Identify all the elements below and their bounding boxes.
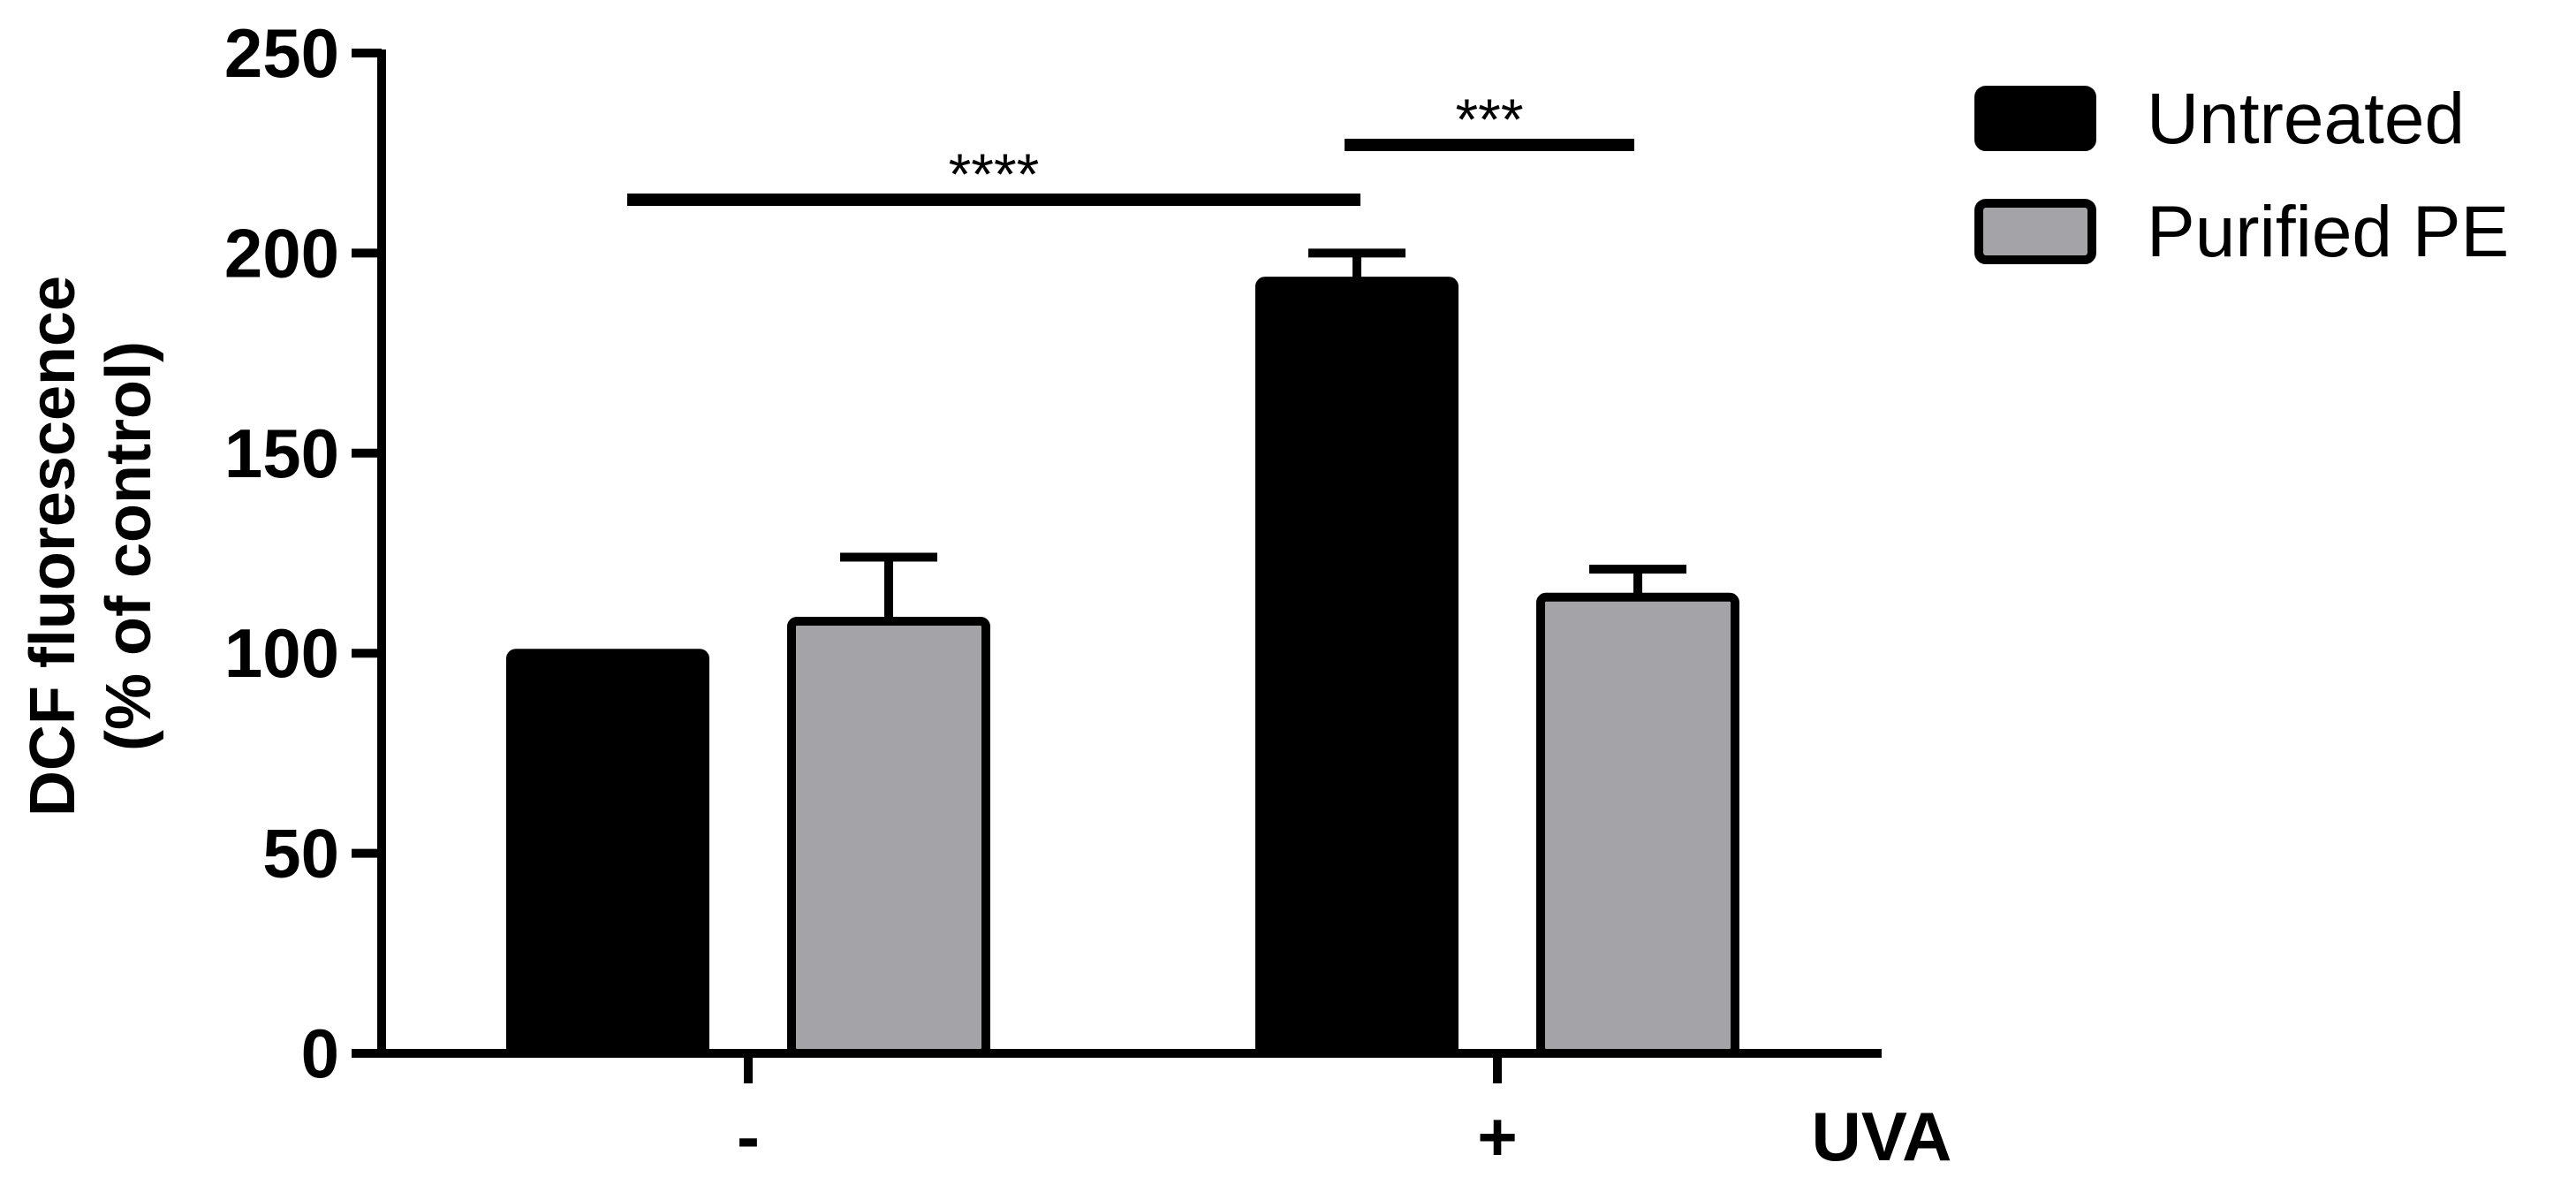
error-bars bbox=[840, 248, 1686, 621]
bar-purified-pe bbox=[1536, 592, 1739, 1058]
y-tick-label: 250 bbox=[224, 14, 339, 92]
bar-untreated bbox=[1255, 277, 1458, 1058]
axes: 0 50 100 150 200 250 - + bbox=[224, 14, 1882, 1175]
significance-label: **** bbox=[949, 141, 1040, 207]
y-tick-label: 200 bbox=[224, 214, 339, 292]
legend-swatch bbox=[1974, 199, 2096, 264]
significance-brackets: ******* bbox=[627, 87, 1634, 207]
legend-label: Purified PE bbox=[2147, 192, 2509, 272]
y-tick-label: 50 bbox=[262, 815, 339, 893]
x-category-label: - bbox=[737, 1098, 760, 1175]
y-axis-title-line2: (% of control) bbox=[94, 341, 164, 751]
bars bbox=[506, 277, 1739, 1058]
y-axis-title-line1: DCF fluorescence bbox=[18, 276, 88, 817]
legend: Untreated Purified PE bbox=[1974, 79, 2509, 272]
y-tick-label: 150 bbox=[224, 414, 339, 492]
bar-untreated bbox=[506, 649, 709, 1058]
legend-swatch bbox=[1974, 86, 2096, 151]
significance-label: *** bbox=[1455, 87, 1523, 152]
y-tick-label: 0 bbox=[301, 1014, 339, 1092]
y-tick-label: 100 bbox=[224, 614, 339, 692]
bar-purified-pe bbox=[787, 616, 990, 1058]
x-category-label: + bbox=[1477, 1098, 1518, 1175]
x-axis-factor-label: UVA bbox=[1812, 1098, 1952, 1175]
legend-label: Untreated bbox=[2147, 79, 2465, 159]
